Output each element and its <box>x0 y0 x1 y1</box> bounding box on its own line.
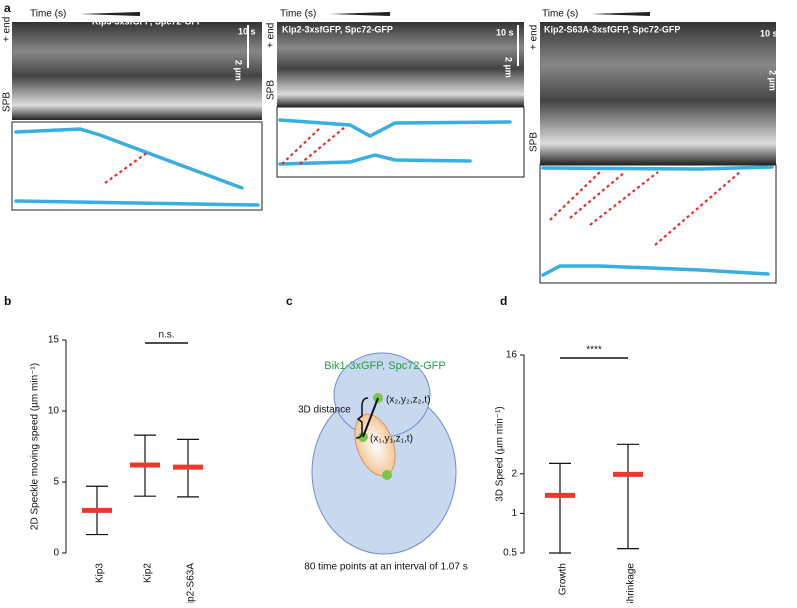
length-scale: 2 µm <box>234 60 244 81</box>
point-label: (x₂,y₂,z₂,t) <box>386 395 430 406</box>
kymograph: Time (s) Kip2-3xsfGFP, Spc72-GFP 10 s 2 … <box>266 9 525 178</box>
kymograph: Time (s) Kip2-S63A-3xsfGFP, Spc72-GFP 10… <box>529 9 783 284</box>
trace <box>541 165 774 171</box>
length-scale: 2 µm <box>768 70 778 91</box>
significance-label: **** <box>586 345 602 356</box>
trace <box>278 153 472 166</box>
panel-label: d <box>500 294 507 308</box>
brace <box>355 397 369 439</box>
panel-label: a <box>4 1 11 15</box>
kymo-image <box>277 22 524 107</box>
distance-label: 3D distance <box>298 405 351 416</box>
kymo-title: Kip2-S63A-3xsfGFP, Spc72-GFP <box>544 24 680 34</box>
y-tick-label: 15 <box>48 335 60 346</box>
y-tick-label: 0.5 <box>503 548 517 559</box>
x-tick-label: Shrinkage <box>626 563 637 603</box>
time-label: Time (s) <box>30 9 66 20</box>
y-tick-label: 1 <box>511 508 517 519</box>
y-tick-label: 5 <box>53 477 59 488</box>
trace-box <box>11 121 263 211</box>
y-tick-label: 2 <box>511 468 517 479</box>
kymo-image <box>12 22 262 120</box>
kymograph: Time (s) Kip3-3xsfGFP, Spc72-GFP 10 s 2 … <box>2 9 263 211</box>
time-label: Time (s) <box>280 9 316 20</box>
time-scale: 10 s <box>496 27 514 37</box>
cell-diagram: Bik1-3xGFP, Spc72-GFP 3D distance (x₂,y₂… <box>298 352 468 573</box>
plus-end: + end <box>266 23 277 48</box>
y-tick-label: 0 <box>53 548 59 559</box>
speckle-track <box>104 151 149 184</box>
kymo-image <box>540 22 776 165</box>
trace-box <box>539 164 777 284</box>
diagram-title: Bik1-3xGFP, Spc72-GFP <box>324 360 445 372</box>
arrow <box>330 12 390 16</box>
speckle-track <box>299 126 346 165</box>
speckle-track <box>281 127 321 165</box>
time-scale: 10 s <box>238 26 256 36</box>
time-label: Time (s) <box>542 9 578 20</box>
y-axis-label: 3D Speed (µm min⁻¹) <box>495 406 506 502</box>
time-scale: 10 s <box>760 28 778 38</box>
trace <box>14 127 244 190</box>
speckle-track <box>589 171 659 226</box>
length-scale: 2 µm <box>504 57 514 78</box>
spb: SPB <box>2 92 13 112</box>
trace <box>278 118 512 138</box>
plus-end: + end <box>529 25 540 50</box>
y-axis-label: 2D Speckle moving speed (µm min⁻¹) <box>30 363 41 530</box>
panel-label: c <box>286 294 293 308</box>
spb: SPB <box>266 80 277 100</box>
arrow <box>80 12 140 16</box>
x-tick-label: Kip2 <box>143 563 154 583</box>
y-tick-label: 16 <box>506 350 518 361</box>
spot <box>382 470 392 480</box>
x-tick-label: Kip3 <box>95 563 106 583</box>
panel-label: b <box>4 294 11 308</box>
point-label: (x₁,y₁,z₁,t) <box>370 434 413 445</box>
speckle-track <box>654 171 741 246</box>
caption: 80 time points at an interval of 1.07 s <box>304 562 467 573</box>
kymo-title: Kip3-3xsfGFP, Spc72-GFP <box>92 16 203 26</box>
y-tick-label: 10 <box>48 406 60 417</box>
significance-label: n.s. <box>158 330 174 341</box>
trace-box <box>276 106 525 178</box>
spb: SPB <box>529 132 540 152</box>
plus-end: + end <box>2 17 13 42</box>
trace <box>541 264 770 277</box>
trace <box>14 199 260 207</box>
arrow <box>590 12 650 16</box>
x-tick-label: Kip2-S63A <box>186 563 197 603</box>
kymo-title: Kip2-3xsfGFP, Spc72-GFP <box>282 24 393 34</box>
distance-line <box>362 397 379 438</box>
x-tick-label: Growth <box>558 563 569 595</box>
